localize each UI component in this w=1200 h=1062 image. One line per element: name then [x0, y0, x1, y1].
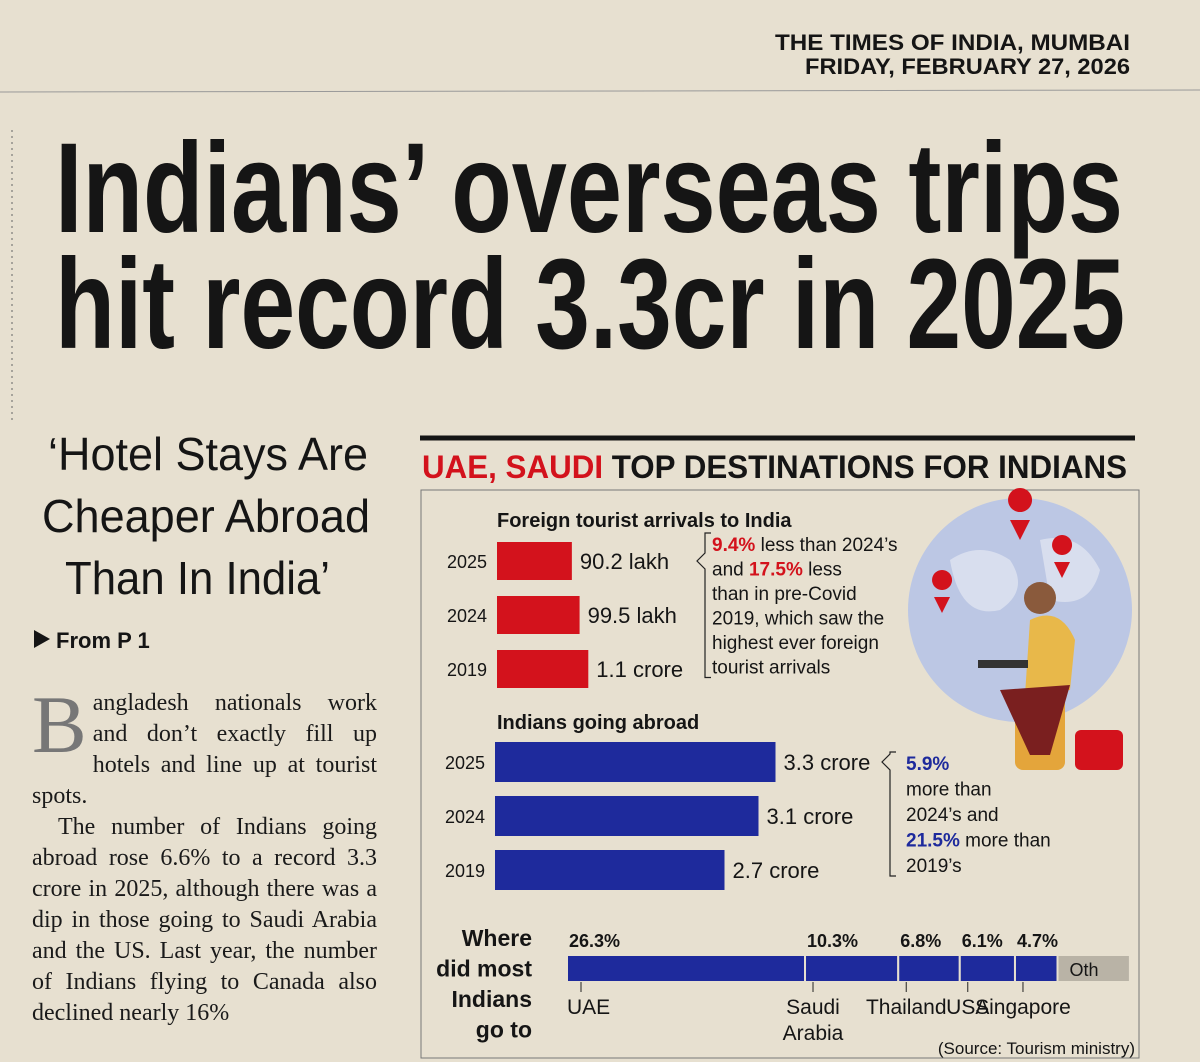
value-label: 6.8% [900, 931, 941, 951]
annotation: 5.9% [906, 754, 949, 775]
map-pins [932, 488, 1073, 613]
annotation-text: more than [960, 831, 1051, 852]
annotation-text: tourist arrivals [712, 658, 830, 679]
segment [566, 954, 807, 983]
annotation: tourist arrivals [712, 658, 830, 679]
annotation: highest ever foreign [712, 633, 879, 654]
category-label: Saudi Arabia [783, 996, 844, 1045]
jump-line: From P 1 [56, 628, 150, 653]
annotation: more than [906, 780, 992, 801]
segment [1056, 954, 1131, 983]
chart-title: did most [436, 956, 532, 982]
category-label: USA [946, 996, 989, 1019]
person-legs [1000, 685, 1070, 755]
segment [897, 954, 961, 983]
annotation: 2019, which saw the [712, 609, 884, 630]
pull-quote: Cheaper Abroad [42, 490, 370, 542]
person-body [1025, 615, 1075, 695]
pull-quote: ‘Hotel Stays Are [48, 428, 368, 480]
bar [495, 742, 776, 782]
category-label: Singapore [975, 996, 1071, 1019]
annotation: 2019’s [906, 856, 962, 877]
annotation-text: less than 2024’s [755, 535, 897, 556]
annotation: 21.5% more than [906, 831, 1051, 852]
chart-title: Foreign tourist arrivals to India [497, 510, 792, 532]
annotation-text: 2024’s and [906, 805, 999, 826]
annotation-text: less [803, 560, 842, 581]
chart-title: Where [462, 925, 532, 951]
value-label: 2.7 crore [733, 858, 820, 883]
value-label: 26.3% [569, 931, 620, 951]
top-rule [0, 89, 1200, 93]
title-highlight: UAE, SAUDI [422, 449, 603, 485]
paragraph: Bangladesh nationals work and don’t exac… [32, 679, 377, 809]
category-label: UAE [567, 996, 610, 1019]
pull-quote: Than In India’ [65, 552, 330, 604]
continent [950, 538, 1100, 612]
person-head [1024, 582, 1056, 614]
bracket [881, 751, 896, 877]
bag [1075, 730, 1123, 770]
article-body: Bangladesh nationals work and don’t exac… [32, 679, 377, 1029]
category-label: 2019 [445, 861, 485, 881]
value-label: 4.7% [1017, 931, 1058, 951]
bracket [696, 532, 711, 679]
category-label: 2024 [445, 807, 485, 827]
annotation-emphasis: 9.4% [712, 535, 755, 556]
annotation-text: highest ever foreign [712, 633, 879, 654]
annotation-text: more than [906, 780, 992, 801]
value-label: 1.1 crore [596, 657, 683, 682]
value-label: 6.1% [962, 931, 1003, 951]
laptop [978, 660, 1028, 668]
jump-arrow [34, 630, 50, 648]
value-label: 10.3% [807, 931, 858, 951]
bar [497, 542, 572, 580]
category-label: 2019 [447, 660, 487, 680]
masthead: THE TIMES OF INDIA, MUMBAI [775, 30, 1130, 55]
annotation-emphasis: 17.5% [749, 560, 803, 581]
annotation-emphasis: 5.9% [906, 754, 949, 775]
segment [804, 954, 900, 983]
title-rest: TOP DESTINATIONS FOR INDIANS [612, 449, 1127, 485]
annotation: 9.4% less than 2024’s [712, 535, 898, 556]
bar [497, 596, 580, 634]
value-label: 3.3 crore [784, 750, 871, 775]
annotation: than in pre-Covid [712, 584, 857, 605]
chart-title: Indians [451, 986, 532, 1012]
annotation-text: and [712, 560, 749, 581]
annotation: and 17.5% less [712, 560, 842, 581]
category-label: Thailand [866, 996, 947, 1019]
category-word: Saudi [786, 996, 840, 1019]
category-word: Arabia [783, 1022, 844, 1045]
bar [495, 796, 759, 836]
segment [958, 954, 1016, 983]
chart-title: go to [476, 1017, 532, 1043]
annotation: 2024’s and [906, 805, 999, 826]
annotation-text: 2019’s [906, 856, 962, 877]
source: (Source: Tourism ministry) [938, 1039, 1135, 1058]
bar [497, 650, 589, 688]
value-label: 90.2 lakh [580, 549, 669, 574]
headline: Indians’ overseas trips [55, 117, 1123, 260]
annotation-text: 2019, which saw the [712, 609, 884, 630]
graphic-frame [420, 489, 1140, 1059]
paragraph: The number of Indians going abroad rose … [32, 814, 377, 1026]
category-label: 2025 [445, 753, 485, 773]
bar [495, 850, 725, 890]
headline: hit record 3.3cr in 2025 [55, 233, 1125, 376]
annotation-emphasis: 21.5% [906, 831, 960, 852]
category-label: 2024 [447, 606, 487, 626]
annotation-text: than in pre-Covid [712, 584, 857, 605]
chart-title: Indians going abroad [497, 712, 699, 734]
value-label: 3.1 crore [767, 804, 854, 829]
category-label: 2025 [447, 552, 487, 572]
value-label: 99.5 lakh [588, 603, 677, 628]
graphic-title: UAE, SAUDI TOP DESTINATIONS FOR INDIANS [422, 449, 1127, 485]
dateline: FRIDAY, FEBRUARY 27, 2026 [805, 54, 1130, 79]
illustration [908, 488, 1132, 770]
category-label: Oth [1070, 960, 1099, 980]
segment [1013, 954, 1059, 983]
